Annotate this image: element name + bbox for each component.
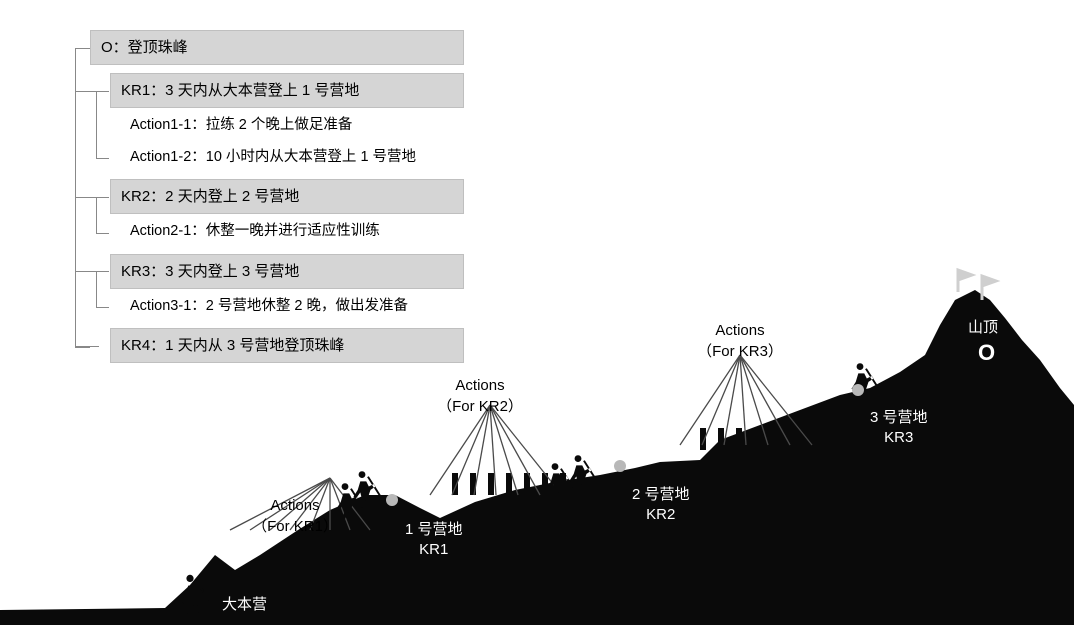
kr-bar-1: KR1：3 天内从大本营登上 1 号营地 bbox=[110, 73, 464, 108]
label-top: 山顶 bbox=[968, 318, 998, 338]
okr-panel: O：登顶珠峰 KR1：3 天内从大本营登上 1 号营地Action1-1：拉练 … bbox=[90, 30, 460, 363]
ridge-post bbox=[790, 428, 796, 450]
camp-dot bbox=[852, 384, 864, 396]
action-1-1: Action1-1：拉练 2 个晚上做足准备 bbox=[130, 112, 450, 140]
camp-dot bbox=[386, 494, 398, 506]
action-fan-line bbox=[490, 405, 518, 495]
bracket-kr-2 bbox=[96, 197, 109, 234]
kr-bar-3: KR3：3 天内登上 3 号营地 bbox=[110, 254, 464, 289]
fan-title-a3: Actions（For KR3） bbox=[675, 320, 805, 362]
action-2-1: Action2-1：休整一晚并进行适应性训练 bbox=[130, 218, 450, 246]
kr-bar-4: KR4：1 天内从 3 号营地登顶珠峰 bbox=[110, 328, 464, 363]
fan-title-a1: Actions（For KR1） bbox=[230, 495, 360, 537]
action-fan-line bbox=[680, 355, 740, 445]
diagram-root: { "canvas":{"w":1074,"h":625,"bg":"#ffff… bbox=[0, 0, 1074, 625]
bracket-o bbox=[75, 48, 90, 348]
action-fan-line bbox=[490, 405, 540, 495]
bracket-kr-1 bbox=[96, 91, 109, 160]
fan-title-a2: Actions（For KR2） bbox=[415, 375, 545, 417]
ridge-post bbox=[506, 473, 512, 495]
label-o: O bbox=[978, 340, 995, 366]
label-base: 大本营 bbox=[222, 595, 267, 615]
bracket-kr-3 bbox=[96, 271, 109, 308]
ridge-post bbox=[488, 473, 494, 495]
action-1-2: Action1-2：10 小时内从大本营登上 1 号营地 bbox=[130, 144, 450, 172]
label-c3: 3 号营地KR3 bbox=[870, 408, 928, 447]
camp-dot bbox=[614, 460, 626, 472]
action-3-1: Action3-1：2 号营地休整 2 晚，做出发准备 bbox=[130, 293, 450, 321]
bracket-tick-4 bbox=[75, 346, 99, 347]
ridge-post bbox=[736, 428, 742, 450]
label-c2: 2 号营地KR2 bbox=[632, 485, 690, 524]
ridge-post bbox=[808, 428, 814, 450]
label-c1: 1 号营地KR1 bbox=[405, 520, 463, 559]
ridge-post bbox=[718, 428, 724, 450]
kr-bar-2: KR2：2 天内登上 2 号营地 bbox=[110, 179, 464, 214]
action-fan-line bbox=[474, 405, 490, 495]
ridge-post bbox=[772, 428, 778, 450]
ridge-post bbox=[754, 428, 760, 450]
objective-bar: O：登顶珠峰 bbox=[90, 30, 464, 65]
action-fan-line bbox=[430, 405, 490, 495]
